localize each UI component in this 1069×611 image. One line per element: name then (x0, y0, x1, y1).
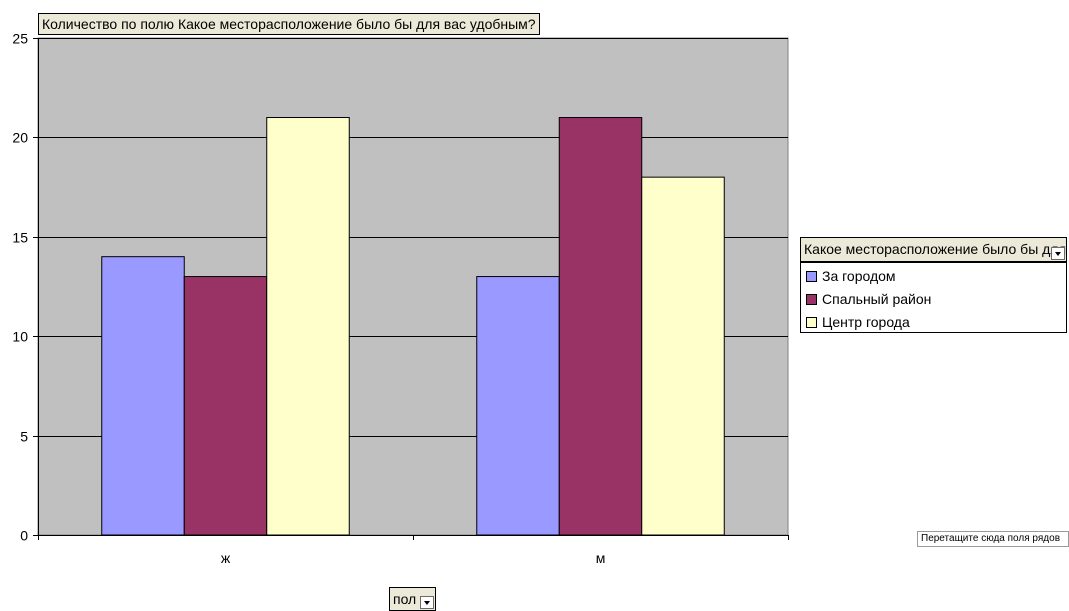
legend-field-button[interactable]: Какое месторасположение было бы для вас … (800, 237, 1067, 262)
bar (476, 276, 560, 536)
bar (266, 117, 350, 536)
legend-item: За городом (801, 265, 1066, 288)
y-tick-label: 15 (12, 230, 28, 246)
bar (558, 117, 643, 536)
y-tick-label: 25 (12, 31, 28, 47)
axes: 0 5 10 15 20 25 ж м (12, 31, 789, 566)
y-tick-label: 20 (12, 130, 28, 146)
legend-swatch (806, 271, 817, 282)
series-drop-zone[interactable]: Перетащите сюда поля рядов (917, 531, 1069, 547)
bar (641, 176, 725, 536)
bar (101, 256, 185, 536)
bars (101, 117, 725, 536)
legend-label: За городом (822, 268, 896, 284)
category-field-button[interactable]: пол (389, 587, 437, 611)
x-tick-label: ж (221, 550, 231, 566)
chevron-down-icon[interactable] (420, 596, 435, 609)
legend-item: Спальный район (801, 288, 1066, 311)
y-tick-label: 5 (20, 429, 28, 445)
y-tick-label: 10 (12, 329, 28, 345)
legend-label: Центр города (822, 314, 910, 330)
data-field-button[interactable]: Количество по полю Какое месторасположен… (38, 13, 540, 35)
legend-swatch (806, 294, 817, 305)
bar (183, 276, 268, 536)
y-tick-label: 0 (20, 528, 28, 544)
legend-field-label: Какое месторасположение было бы для вас … (804, 241, 1066, 257)
legend-label: Спальный район (822, 291, 932, 307)
chevron-down-icon[interactable] (1051, 247, 1065, 260)
legend-item: Центр города (801, 311, 1066, 334)
category-field-label: пол (393, 591, 417, 607)
x-tick-label: м (596, 550, 606, 566)
legend-swatch (806, 317, 817, 328)
legend: За городом Спальный район Центр города (800, 262, 1067, 333)
